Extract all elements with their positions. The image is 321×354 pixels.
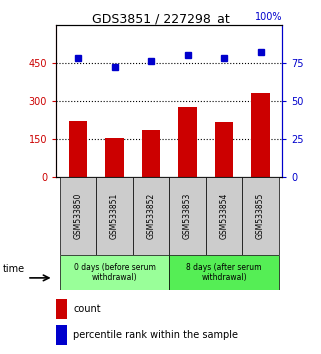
- Text: GSM533854: GSM533854: [220, 193, 229, 239]
- Text: GSM533852: GSM533852: [147, 193, 156, 239]
- Bar: [169, 177, 206, 255]
- Bar: [106, 138, 124, 177]
- Bar: [169, 255, 279, 290]
- Bar: [206, 177, 242, 255]
- Bar: [56, 299, 67, 319]
- Bar: [56, 325, 67, 345]
- Text: GSM533853: GSM533853: [183, 193, 192, 239]
- Bar: [60, 255, 169, 290]
- Text: count: count: [73, 304, 101, 314]
- Bar: [242, 177, 279, 255]
- Bar: [60, 177, 96, 255]
- Text: percentile rank within the sample: percentile rank within the sample: [73, 330, 238, 340]
- Bar: [69, 121, 87, 177]
- Bar: [96, 177, 133, 255]
- Text: 0 days (before serum
withdrawal): 0 days (before serum withdrawal): [74, 263, 155, 282]
- Bar: [133, 177, 169, 255]
- Bar: [142, 130, 160, 177]
- Text: 8 days (after serum
withdrawal): 8 days (after serum withdrawal): [186, 263, 262, 282]
- Text: time: time: [3, 264, 25, 274]
- Text: GSM533851: GSM533851: [110, 193, 119, 239]
- Text: GDS3851 / 227298_at: GDS3851 / 227298_at: [91, 12, 230, 25]
- Text: 100%: 100%: [255, 12, 282, 23]
- Bar: [215, 122, 233, 177]
- Text: GSM533850: GSM533850: [74, 193, 82, 239]
- Bar: [178, 107, 197, 177]
- Text: GSM533855: GSM533855: [256, 193, 265, 239]
- Bar: [251, 93, 270, 177]
